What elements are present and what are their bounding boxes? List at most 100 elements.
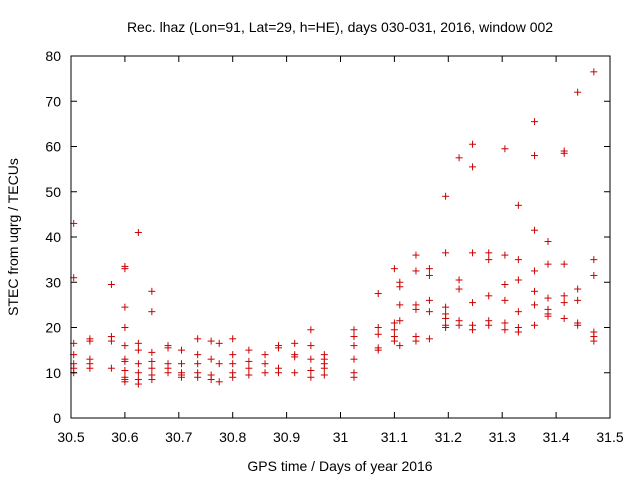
data-point [207, 337, 215, 345]
x-tick-label: 30.6 [111, 429, 138, 445]
data-point [455, 285, 463, 293]
data-point [245, 371, 253, 379]
data-point [229, 373, 237, 381]
data-point [425, 308, 433, 316]
y-axis-label: STEC from uqrg / TECUs [5, 158, 21, 316]
data-point [501, 251, 509, 259]
data-point [485, 249, 493, 257]
data-point [442, 303, 450, 311]
data-point [531, 226, 539, 234]
data-point [469, 249, 477, 257]
data-point [469, 326, 477, 334]
data-point [501, 326, 509, 334]
data-point [390, 326, 398, 334]
data-point [412, 251, 420, 259]
y-tick-label: 20 [45, 320, 61, 336]
data-point [396, 342, 404, 350]
data-point [350, 342, 358, 350]
data-point [514, 201, 522, 209]
data-point [442, 324, 450, 331]
data-point [194, 360, 202, 368]
data-point [390, 337, 398, 345]
data-point [590, 271, 598, 279]
data-point [107, 337, 115, 345]
data-point [501, 296, 509, 304]
data-point [148, 376, 156, 384]
data-point [390, 319, 398, 327]
data-point [291, 353, 299, 361]
data-point [590, 337, 598, 345]
chart-title: Rec. lhaz (Lon=91, Lat=29, h=HE), days 0… [127, 19, 553, 35]
data-point [121, 265, 129, 273]
data-point [544, 294, 552, 302]
data-point [425, 265, 433, 273]
data-point [177, 360, 185, 368]
data-point [194, 373, 202, 381]
data-point [469, 163, 477, 171]
data-point [164, 369, 172, 377]
data-point [531, 152, 539, 160]
data-point [261, 360, 269, 368]
data-point [275, 344, 283, 352]
data-point [107, 364, 115, 372]
data-point [215, 339, 223, 347]
data-point [531, 287, 539, 295]
x-tick-label: 30.5 [57, 429, 84, 445]
data-point [485, 292, 493, 300]
data-point [148, 364, 156, 372]
data-point [374, 346, 382, 354]
data-point [121, 357, 129, 365]
data-point [86, 364, 94, 372]
data-point [177, 373, 185, 381]
data-point [194, 351, 202, 359]
x-tick-label: 30.7 [165, 429, 192, 445]
data-point [291, 369, 299, 377]
x-axis: 30.5 30.6 30.7 30.8 30.9 31 31.1 31.2 31.3 31.4 31… [57, 56, 624, 445]
data-point [275, 369, 283, 377]
data-point [121, 378, 129, 386]
data-point [121, 366, 129, 374]
data-point [425, 296, 433, 304]
data-point [514, 328, 522, 336]
data-point [207, 355, 215, 363]
data-point [455, 276, 463, 284]
data-point [261, 351, 269, 359]
data-point [350, 333, 358, 341]
data-point [501, 145, 509, 153]
data-point [560, 299, 568, 307]
data-point [425, 335, 433, 343]
data-point [148, 357, 156, 365]
data-point [544, 312, 552, 320]
data-point [307, 355, 315, 363]
data-point [390, 265, 398, 273]
data-point [134, 380, 142, 388]
x-tick-label: 30.8 [219, 429, 246, 445]
data-point [121, 342, 129, 350]
data-point [320, 371, 328, 379]
data-point [531, 267, 539, 275]
data-point [134, 228, 142, 236]
data-point [544, 260, 552, 268]
data-point [560, 260, 568, 268]
data-point [148, 287, 156, 295]
data-point [229, 351, 237, 359]
data-point [121, 303, 129, 311]
data-point [164, 344, 172, 352]
data-point [307, 342, 315, 350]
data-point [501, 319, 509, 327]
x-tick-label: 31.4 [542, 429, 569, 445]
y-tick-label: 0 [53, 410, 61, 426]
y-axis: 0 10 20 30 40 50 60 70 80 [45, 48, 610, 426]
data-point [307, 373, 315, 381]
data-point [121, 324, 129, 331]
data-point [177, 346, 185, 354]
data-point [307, 326, 315, 334]
data-point [148, 348, 156, 356]
data-point [350, 326, 358, 334]
data-point [574, 321, 582, 329]
data-point [412, 267, 420, 275]
data-point [134, 369, 142, 377]
y-tick-label: 30 [45, 274, 61, 290]
data-point [261, 369, 269, 377]
